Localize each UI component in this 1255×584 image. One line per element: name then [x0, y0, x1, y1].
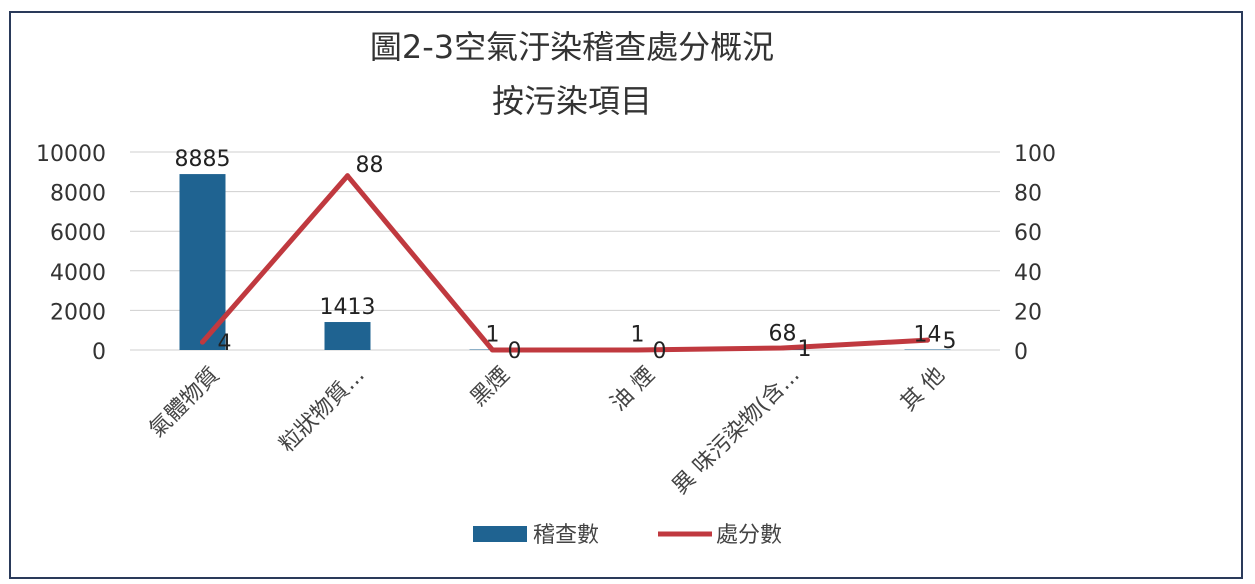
left-axis-tick-label: 2000: [50, 300, 106, 325]
right-axis-tick-label: 60: [1014, 221, 1042, 246]
bar-data-label: 8885: [175, 147, 231, 172]
line-data-label: 0: [653, 339, 667, 364]
bar: [179, 174, 226, 350]
line-data-label: 88: [356, 153, 384, 178]
legend-label-bar: 稽查數: [533, 523, 599, 548]
left-axis-tick-label: 10000: [36, 142, 106, 167]
left-axis-tick-label: 4000: [50, 261, 106, 286]
right-axis: 0 20 40 60 80 100: [1014, 142, 1056, 365]
line-data-label: 4: [218, 331, 232, 356]
line-point: [200, 339, 205, 345]
legend-label-line: 處分數: [716, 523, 782, 548]
right-axis-tick-label: 20: [1014, 300, 1042, 325]
bar-data-label: 68: [769, 322, 797, 347]
right-axis-tick-label: 100: [1014, 142, 1056, 167]
legend: 稽查數 處分數: [473, 523, 782, 548]
line-data-label: 1: [798, 337, 812, 362]
left-axis-tick-label: 6000: [50, 221, 106, 246]
line-point: [490, 347, 495, 353]
left-axis: 0 2000 4000 6000 8000 10000: [36, 142, 106, 365]
right-axis-tick-label: 80: [1014, 182, 1042, 207]
bar: [324, 322, 371, 350]
line-series: [200, 173, 930, 353]
line-point: [635, 347, 640, 353]
bar: [904, 349, 951, 350]
legend-swatch-bar: [473, 526, 527, 542]
gridlines: [130, 151, 1000, 351]
left-axis-tick-label: 8000: [50, 182, 106, 207]
line-data-label: 0: [508, 339, 522, 364]
chart-title-line-2: 按污染項目: [492, 82, 652, 120]
line-point: [345, 173, 350, 179]
left-axis-tick-label: 0: [92, 340, 106, 365]
chart-title-line-1: 圖2-3空氣汙染稽查處分概況: [370, 28, 774, 66]
line-point: [780, 345, 785, 351]
series-line: [200, 173, 930, 353]
bar-data-label: 1: [486, 323, 500, 348]
bar-data-label: 14: [914, 323, 942, 348]
bar-data-labels: 8885 1413 1 1 68 14: [175, 147, 942, 347]
bar-data-label: 1: [631, 323, 645, 348]
line-data-label: 5: [943, 329, 957, 354]
bar-data-label: 1413: [320, 295, 376, 320]
right-axis-tick-label: 0: [1014, 340, 1028, 365]
line-point: [925, 337, 930, 343]
right-axis-tick-label: 40: [1014, 261, 1042, 286]
